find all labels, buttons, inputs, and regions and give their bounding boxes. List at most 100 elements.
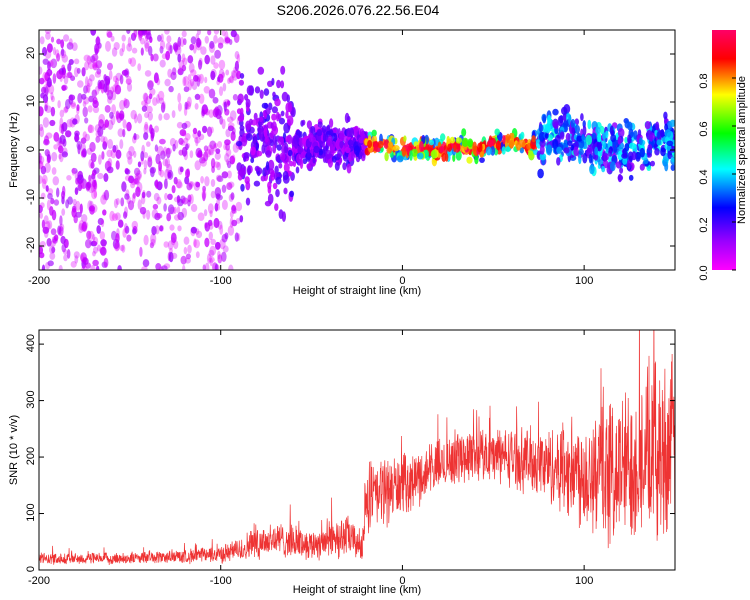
spectrogram-cell xyxy=(74,135,80,142)
spectrogram-cell xyxy=(82,101,87,108)
spectrogram-cell xyxy=(289,190,295,198)
spectrogram-cell xyxy=(92,259,99,267)
y-tick-label: -20 xyxy=(25,237,37,253)
spectrogram-cell xyxy=(539,153,547,161)
spectrogram-cell xyxy=(56,38,62,45)
spectrogram-cell xyxy=(127,36,132,48)
spectrogram-cell xyxy=(85,262,91,269)
spectrogram-cell xyxy=(97,126,104,137)
spectrogram-cell xyxy=(164,157,171,169)
spectrogram-cell xyxy=(229,110,237,121)
spectrogram-cell xyxy=(114,242,121,251)
spectrogram-cell xyxy=(198,133,205,141)
spectrogram-cell xyxy=(163,113,170,121)
spectrogram-cell xyxy=(56,187,60,198)
spectrogram-cell xyxy=(576,135,583,142)
spectrogram-cell xyxy=(655,121,660,131)
spectrogram-cell xyxy=(565,132,571,142)
spectrogram-cell xyxy=(306,120,312,129)
spectrogram-cell xyxy=(63,34,70,42)
spectrogram-cell xyxy=(227,116,234,123)
spectrogram-cell xyxy=(137,30,144,36)
spectrogram-cell xyxy=(88,174,92,182)
spectrogram-cell xyxy=(670,145,675,153)
spectrogram-cell xyxy=(42,58,49,65)
spectrogram-cell xyxy=(96,35,100,46)
spectrogram-cell xyxy=(629,142,636,150)
spectrogram-cell xyxy=(93,167,100,174)
spectrogram-cell xyxy=(194,160,201,171)
spectrogram-cell xyxy=(90,264,96,270)
spectrogram-cell xyxy=(130,181,136,189)
spectrogram-cell xyxy=(100,135,106,143)
spectrogram-cell xyxy=(124,68,130,78)
spectrogram-cell xyxy=(136,182,143,193)
spectrogram-cell xyxy=(106,149,113,158)
spectrogram-cell xyxy=(271,121,277,132)
spectrogram-cell xyxy=(647,144,653,151)
spectrogram-cell xyxy=(144,101,149,108)
spectrogram-cell xyxy=(134,113,138,124)
spectrogram-cell xyxy=(53,199,60,206)
spectrogram-cell xyxy=(267,181,272,190)
spectrogram-cell xyxy=(439,145,445,153)
spectrogram-cell xyxy=(316,129,323,137)
spectrogram-cell xyxy=(126,82,133,92)
spectrogram-cell xyxy=(149,242,154,249)
spectrogram-cell xyxy=(639,137,643,146)
spectrogram-cell xyxy=(182,76,187,87)
y-tick-label: 0 xyxy=(25,566,37,572)
y-tick-label: 400 xyxy=(25,334,37,352)
spectrogram-cell xyxy=(120,197,125,207)
spectrogram-y-axis: -20 -10 0 10 20 xyxy=(25,47,675,253)
spectrogram-cell xyxy=(61,54,68,63)
spectrogram-cell xyxy=(53,132,60,142)
spectrogram-cell xyxy=(257,66,265,75)
spectrogram-cell xyxy=(253,135,258,144)
spectrogram-cell xyxy=(337,149,343,158)
spectrogram-cell xyxy=(562,113,567,121)
spectrogram-cell xyxy=(329,143,334,153)
spectrogram-cell xyxy=(143,132,149,141)
spectrogram-cell xyxy=(77,144,81,155)
spectrogram-cell xyxy=(160,102,166,113)
spectrogram-cell xyxy=(593,154,599,161)
spectrogram-cell xyxy=(242,133,248,143)
spectrogram-cell xyxy=(129,57,137,67)
spectrogram-cell xyxy=(322,133,327,143)
spectrogram-cell xyxy=(217,254,223,264)
spectrogram-cell xyxy=(259,89,264,100)
spectrogram-cell xyxy=(202,264,206,270)
spectrogram-cell xyxy=(130,109,137,120)
spectrogram-cell xyxy=(181,53,186,63)
spectrogram-cell xyxy=(261,144,266,154)
spectrogram-cell xyxy=(171,110,176,119)
spectrogram-cell xyxy=(650,160,655,167)
spectrogram-cell xyxy=(152,97,158,106)
spectrogram-cell xyxy=(114,84,122,95)
spectrogram-cell xyxy=(122,228,127,238)
spectrogram-cell xyxy=(85,84,90,93)
spectrogram-cell xyxy=(119,48,124,57)
spectrogram-cell xyxy=(274,203,279,212)
spectrogram-cell xyxy=(41,264,46,270)
spectrogram-cell xyxy=(664,129,672,138)
spectrogram-cell xyxy=(204,237,210,248)
spectrogram-cell xyxy=(627,159,631,170)
spectrogram-cell xyxy=(203,108,209,116)
spectrogram-cell xyxy=(66,175,72,181)
spectrogram-cell xyxy=(327,135,333,146)
spectrogram-cell xyxy=(92,106,100,114)
spectrogram-cell xyxy=(214,152,221,160)
spectrogram-cell xyxy=(176,195,181,203)
spectrogram-cell xyxy=(222,245,229,253)
spectrogram-cell xyxy=(102,136,108,147)
spectrogram-cell xyxy=(282,170,289,181)
spectrogram-cell xyxy=(275,189,280,198)
spectrogram-cell xyxy=(495,140,501,151)
spectrogram-cell xyxy=(639,147,645,158)
colorbar-tick-label: 0.0 xyxy=(698,265,710,280)
spectrogram-cell xyxy=(102,209,107,216)
spectrogram-cell xyxy=(666,140,674,147)
